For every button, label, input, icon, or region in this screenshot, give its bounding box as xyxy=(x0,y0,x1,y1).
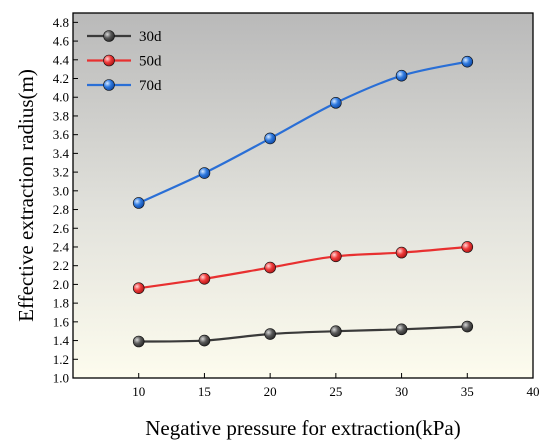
y-tick-label: 3.0 xyxy=(53,183,69,198)
y-tick-label: 4.8 xyxy=(53,15,69,30)
data-point xyxy=(461,55,474,68)
legend-item: 30d xyxy=(87,29,162,45)
x-axis-title: Negative pressure for extraction(kPa) xyxy=(145,416,460,440)
y-tick-label: 4.4 xyxy=(53,52,70,67)
data-point xyxy=(461,241,474,253)
x-tick-label: 20 xyxy=(264,384,277,399)
legend-marker xyxy=(103,30,115,42)
series-line xyxy=(138,245,468,290)
series-50d xyxy=(132,241,474,294)
y-tick-label: 1.6 xyxy=(53,314,70,329)
data-point xyxy=(264,261,276,274)
y-tick-label: 1.8 xyxy=(53,296,69,311)
series-layer xyxy=(132,55,474,348)
series-70d xyxy=(132,55,474,209)
data-point xyxy=(198,167,211,179)
legend-label: 50d xyxy=(139,54,162,70)
y-tick-label: 2.6 xyxy=(53,221,70,236)
y-tick-label: 3.2 xyxy=(53,165,69,180)
data-point xyxy=(330,325,342,338)
data-point xyxy=(264,328,276,340)
legend: 30d 50d 70d xyxy=(87,29,162,94)
y-tick-label: 4.6 xyxy=(53,34,70,49)
y-tick-label: 1.2 xyxy=(53,352,69,367)
data-point xyxy=(264,132,276,145)
data-point xyxy=(132,282,145,294)
y-tick-label: 1.4 xyxy=(53,333,70,348)
y-tick-label: 2.2 xyxy=(53,258,69,273)
series-line xyxy=(138,325,468,343)
legend-marker xyxy=(103,54,115,67)
data-point xyxy=(395,69,408,82)
y-tick-label: 4.0 xyxy=(53,90,69,105)
data-point xyxy=(461,320,474,333)
plot-background xyxy=(73,13,533,378)
data-point xyxy=(395,246,408,259)
data-point xyxy=(395,323,408,336)
series-line xyxy=(138,60,468,204)
data-point xyxy=(330,250,342,263)
x-tick-label: 10 xyxy=(132,384,145,399)
legend-label: 70d xyxy=(139,78,162,94)
data-point xyxy=(198,272,211,285)
legend-item: 50d xyxy=(87,54,162,70)
data-point xyxy=(330,97,342,109)
series-30d xyxy=(132,320,474,348)
legend-label: 30d xyxy=(139,29,162,45)
x-tick-label: 25 xyxy=(329,384,342,399)
axes-layer: 10 15 20 25 30 35 40 1.0 1.2 1.4 1.6 1.8 2.0 2.2 2.4 2.… xyxy=(53,15,540,399)
y-tick-label: 3.4 xyxy=(53,146,70,161)
y-tick-label: 3.8 xyxy=(53,108,69,123)
y-tick-label: 3.6 xyxy=(53,127,70,142)
y-tick-label: 2.8 xyxy=(53,202,69,217)
y-tick-label: 2.4 xyxy=(53,239,70,254)
x-tick-label: 35 xyxy=(461,384,474,399)
data-point xyxy=(198,334,211,347)
y-tick-label: 2.0 xyxy=(53,277,69,292)
plot-frame xyxy=(72,12,534,379)
y-axis-title: Effective extraction radius(m) xyxy=(14,69,38,322)
legend-marker xyxy=(103,79,115,91)
x-tick-label: 15 xyxy=(198,384,211,399)
y-tick-label: 1.0 xyxy=(53,371,69,386)
x-tick-label: 40 xyxy=(527,384,540,399)
y-tick-label: 4.2 xyxy=(53,71,69,86)
data-point xyxy=(132,197,145,209)
x-tick-label: 30 xyxy=(395,384,408,399)
data-point xyxy=(132,335,145,348)
legend-item: 70d xyxy=(87,78,162,94)
